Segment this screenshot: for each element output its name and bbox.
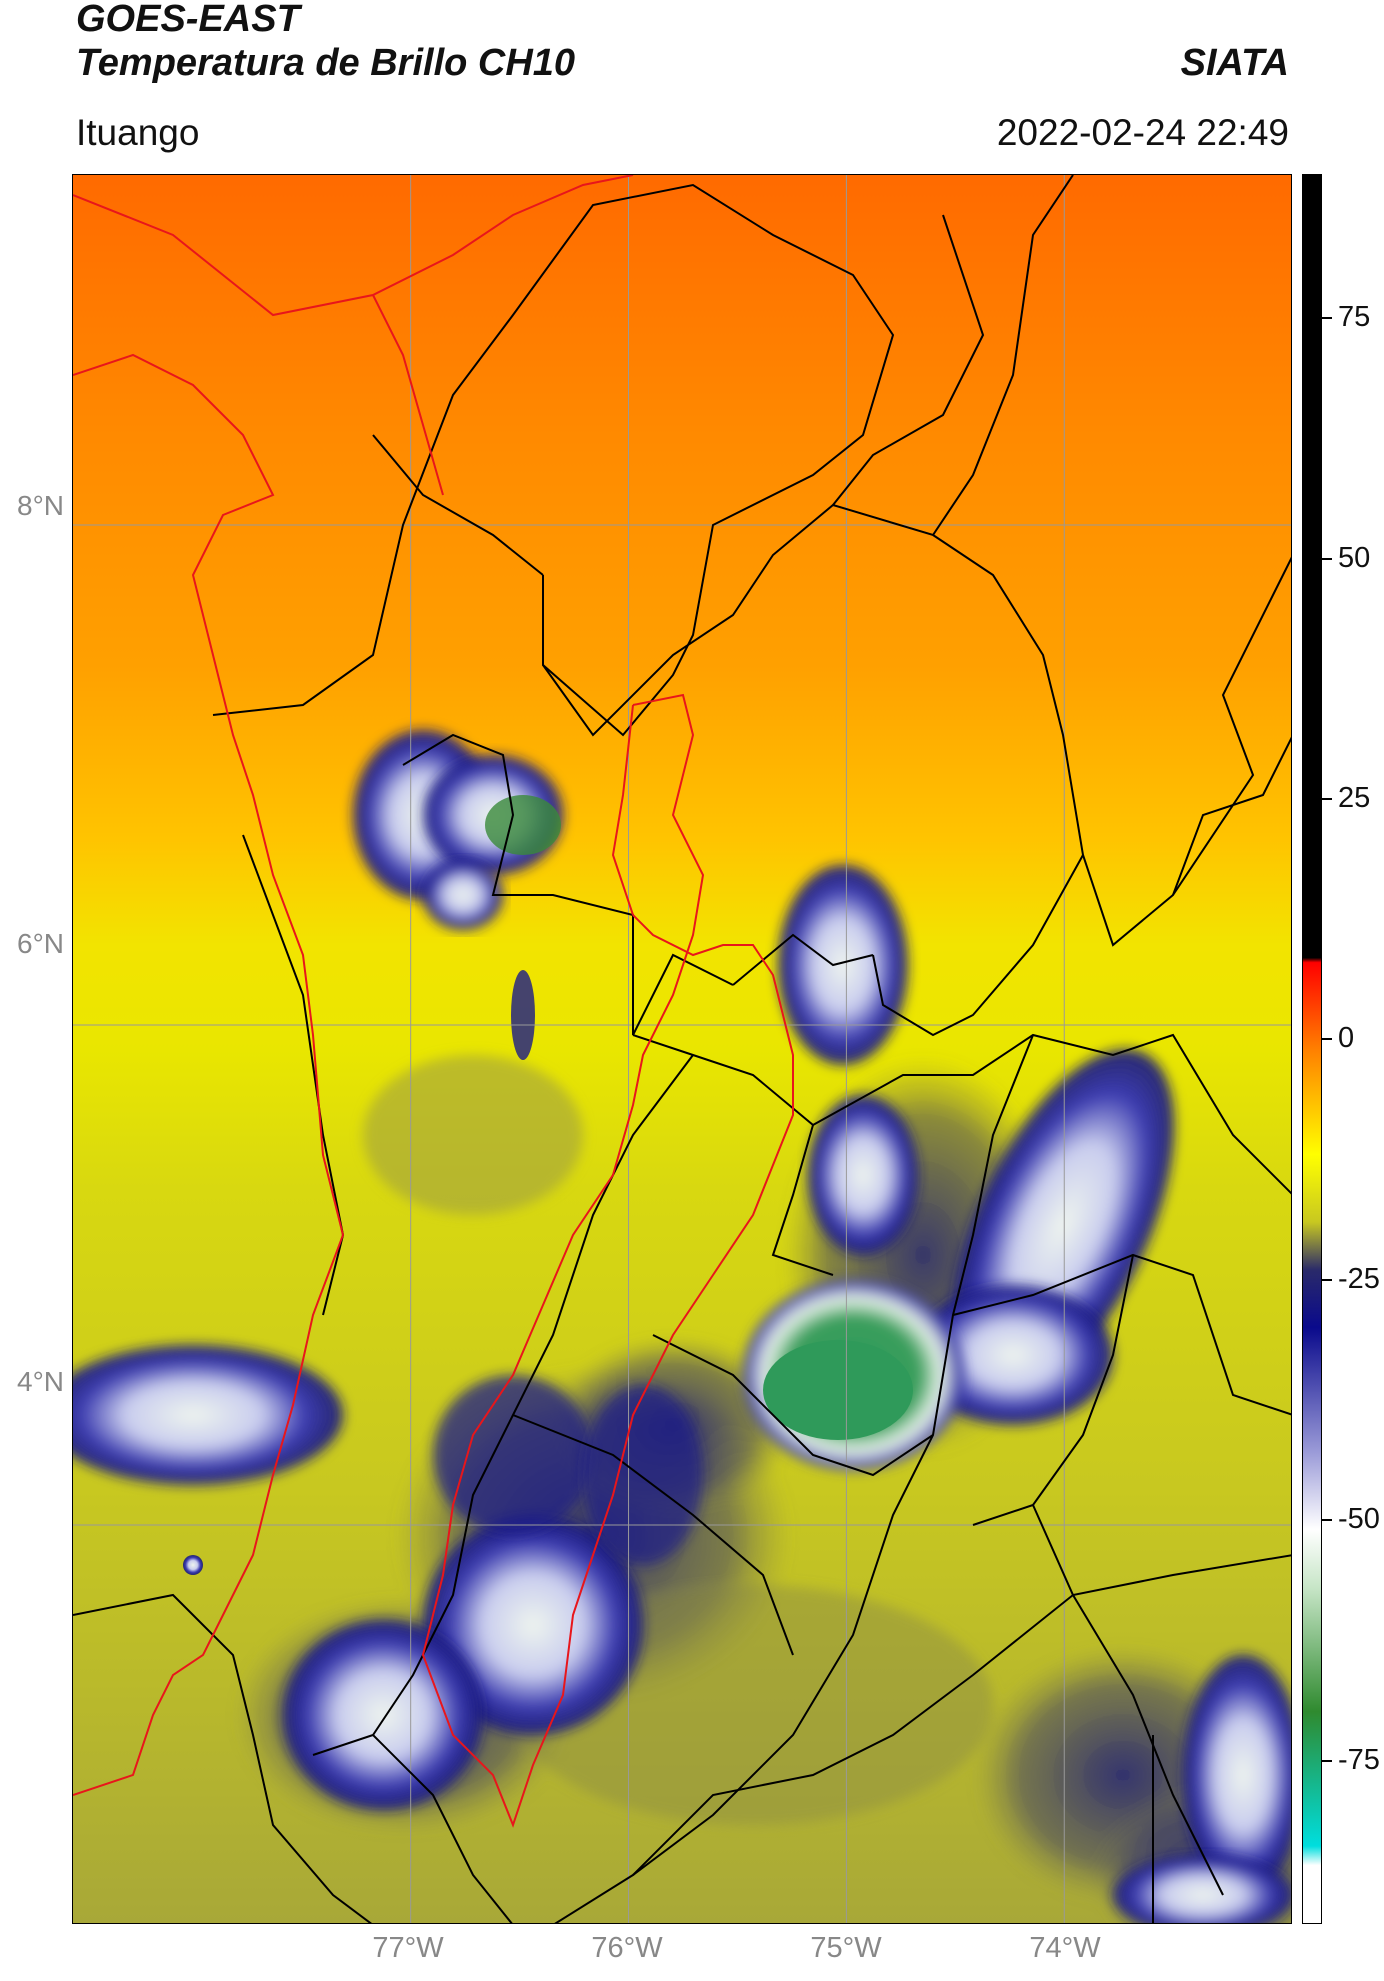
lon-label-76w: 76°W (591, 1932, 663, 1964)
colorbar-tick-label: 75 (1338, 301, 1371, 334)
colorbar-tick-label: 0 (1338, 1022, 1355, 1055)
colorbar-tick (1322, 1278, 1332, 1281)
product-title: Temperatura de Brillo CH10 (76, 42, 576, 84)
lat-label-4n: 4°N (17, 1366, 64, 1397)
location-label: Ituango (76, 112, 200, 153)
temperature-colorbar (1302, 174, 1322, 1924)
colorbar-tick (1322, 557, 1332, 560)
colorbar-tick (1322, 1038, 1332, 1041)
colorbar-tick (1322, 1759, 1332, 1762)
satellite-map[interactable] (72, 174, 1292, 1924)
colorbar-tick (1322, 798, 1332, 800)
department-boundaries (73, 175, 1291, 1923)
colorbar-tick-label: -75 (1338, 1743, 1380, 1776)
colorbar-tick-label: 25 (1338, 782, 1371, 814)
datetime-label: 2022-02-24 22:49 (996, 112, 1289, 153)
colorbar-tick (1322, 1519, 1332, 1522)
colorbar-tick-label: -50 (1338, 1503, 1380, 1536)
colorbar-tick-label: 50 (1338, 541, 1371, 574)
coastline-and-basin (73, 175, 794, 1828)
lat-label-8n: 8°N (17, 490, 64, 521)
lon-label-77w: 77°W (372, 1932, 444, 1964)
convective-clouds (73, 730, 1291, 1923)
map-canvas (73, 175, 1291, 1923)
lon-label-75w: 75°W (810, 1932, 882, 1964)
colorbar-tick (1322, 317, 1332, 320)
lon-label-74w: 74°W (1029, 1932, 1101, 1964)
organization-label: SIATA (1180, 42, 1289, 84)
satellite-title: GOES-EAST (76, 0, 300, 40)
lat-label-6n: 6°N (17, 928, 64, 959)
graticule (73, 175, 1291, 1923)
colorbar-tick-label: -25 (1338, 1262, 1380, 1295)
